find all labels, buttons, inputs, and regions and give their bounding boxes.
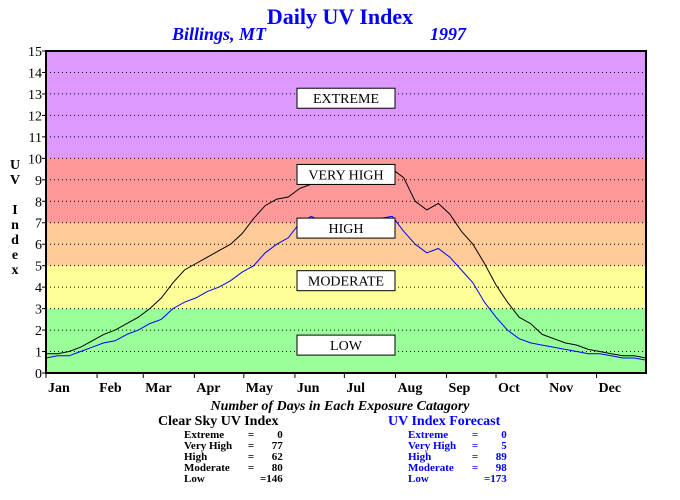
x-tick-label: Jul xyxy=(346,381,365,396)
plot-frame xyxy=(45,50,647,374)
x-tick-label: Mar xyxy=(145,381,171,396)
x-tick-label: Sep xyxy=(449,381,471,396)
clear-sky-table: Extreme = 0 Very High = 77 High = 62 Moderate =… xyxy=(184,430,283,485)
table-row: Extreme = 0 xyxy=(408,429,507,441)
year-label: 1997 xyxy=(430,24,466,44)
forecast-table: Extreme = 0 Very High = 5 High = 89 Moderate = 9… xyxy=(408,430,507,485)
y-tick-label: 0 xyxy=(35,367,42,382)
x-tick-label: Nov xyxy=(549,381,573,396)
band-label: HIGH xyxy=(329,222,364,237)
y-tick-label: 15 xyxy=(28,45,42,60)
location-label: Billings, MT xyxy=(172,24,267,44)
band-label-box xyxy=(296,270,396,292)
y-tick-label: 12 xyxy=(28,109,42,124)
band-label: EXTREME xyxy=(313,92,379,107)
table-row: High = 62 xyxy=(184,451,283,463)
y-tick-label: 14 xyxy=(28,66,42,81)
band-label-box xyxy=(296,87,396,109)
table-row: High = 89 xyxy=(408,451,507,463)
forecast-summary: UV Index Forecast Extreme = 0 Very High = 5 … xyxy=(388,414,507,485)
table-row: Low =173 xyxy=(408,473,507,485)
y-tick-label: 11 xyxy=(29,131,42,146)
band-label: VERY HIGH xyxy=(308,168,383,183)
y-tick-label: 1 xyxy=(35,346,42,361)
x-tick-label: Jun xyxy=(297,381,320,396)
table-row: Extreme = 0 xyxy=(184,429,283,441)
x-tick-label: Dec xyxy=(599,381,622,396)
y-tick-label: 5 xyxy=(35,260,42,275)
band-label: MODERATE xyxy=(308,275,384,290)
summary-title: Number of Days in Each Exposure Catagory xyxy=(210,399,470,414)
x-tick-label: Oct xyxy=(498,381,520,396)
table-row: Very High = 5 xyxy=(408,440,507,452)
x-tick-label: Apr xyxy=(196,381,220,396)
y-tick-label: 4 xyxy=(35,281,42,296)
table-row: Very High = 77 xyxy=(184,440,283,452)
band-label-box xyxy=(296,217,396,239)
band-label-box xyxy=(296,163,396,185)
x-tick-label: Jan xyxy=(48,381,70,396)
x-tick-label: May xyxy=(246,381,273,396)
band-label-box xyxy=(296,334,396,356)
table-row: Moderate = 80 xyxy=(184,462,283,474)
y-tick-label: 3 xyxy=(35,303,42,318)
y-tick-label: 2 xyxy=(35,324,42,339)
table-row: Low =146 xyxy=(184,473,283,485)
chart-title: Daily UV Index xyxy=(266,4,414,29)
forecast-heading: UV Index Forecast xyxy=(388,414,501,429)
y-tick-label: 7 xyxy=(35,217,42,232)
y-tick-label: 9 xyxy=(35,174,42,189)
y-tick-label: 8 xyxy=(35,195,42,210)
band-label: LOW xyxy=(330,339,363,354)
clear-sky-summary: Clear Sky UV Index Extreme = 0 Very High = 7… xyxy=(158,414,283,485)
x-tick-label: Aug xyxy=(397,381,422,396)
y-tick-label: 6 xyxy=(35,238,42,253)
table-row: Moderate = 98 xyxy=(408,462,507,474)
clear-sky-heading: Clear Sky UV Index xyxy=(158,414,279,429)
y-tick-label: 13 xyxy=(28,88,42,103)
y-tick-label: 10 xyxy=(28,152,42,167)
x-tick-label: Feb xyxy=(99,381,122,396)
